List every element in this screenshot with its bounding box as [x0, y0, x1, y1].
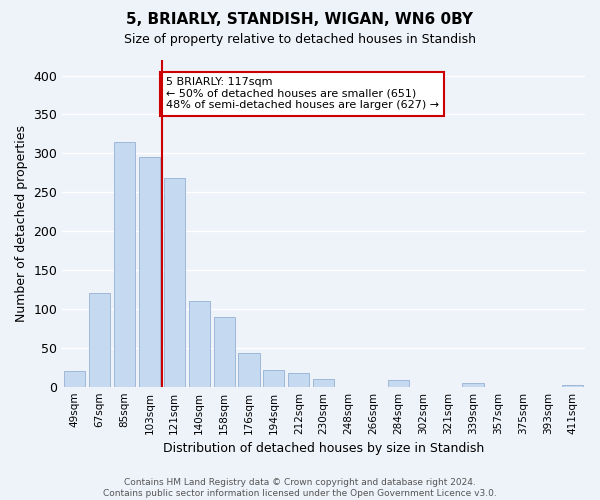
Bar: [288, 372, 310, 386]
Y-axis label: Number of detached properties: Number of detached properties: [15, 125, 28, 322]
Bar: [388, 380, 409, 386]
Bar: [89, 294, 110, 386]
Bar: [263, 370, 284, 386]
X-axis label: Distribution of detached houses by size in Standish: Distribution of detached houses by size …: [163, 442, 484, 455]
Bar: [214, 316, 235, 386]
Bar: [562, 385, 583, 386]
Bar: [164, 178, 185, 386]
Bar: [238, 353, 260, 386]
Text: 5 BRIARLY: 117sqm
← 50% of detached houses are smaller (651)
48% of semi-detache: 5 BRIARLY: 117sqm ← 50% of detached hous…: [166, 77, 439, 110]
Bar: [463, 383, 484, 386]
Bar: [188, 301, 210, 386]
Text: Contains HM Land Registry data © Crown copyright and database right 2024.
Contai: Contains HM Land Registry data © Crown c…: [103, 478, 497, 498]
Bar: [139, 157, 160, 386]
Text: 5, BRIARLY, STANDISH, WIGAN, WN6 0BY: 5, BRIARLY, STANDISH, WIGAN, WN6 0BY: [127, 12, 473, 28]
Bar: [64, 371, 85, 386]
Bar: [313, 379, 334, 386]
Text: Size of property relative to detached houses in Standish: Size of property relative to detached ho…: [124, 32, 476, 46]
Bar: [114, 142, 135, 386]
